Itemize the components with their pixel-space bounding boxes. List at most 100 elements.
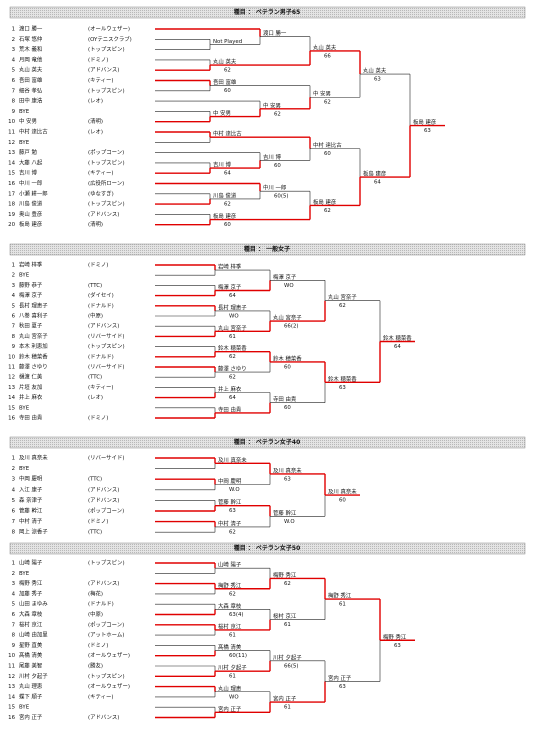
match-score: 61 (284, 705, 291, 711)
entry-name: 吉川 博 (19, 169, 37, 177)
match-winner: 宮内 正子 (273, 695, 297, 703)
entry-club: (トップスピン) (88, 343, 125, 350)
entry-name: 渡口 勝一 (19, 25, 43, 33)
entry-number: 2 (12, 571, 15, 577)
entry-number: 5 (12, 498, 15, 504)
match-winner: 鈴木 穂菜香 (328, 375, 357, 383)
entry-name: 蝶下 順子 (19, 692, 43, 700)
entry-name: 大藤 八起 (19, 158, 43, 166)
entry-name: 梅澤 京子 (19, 291, 43, 299)
entry-number: 2 (12, 273, 15, 279)
entry-club: (アドバンス) (88, 211, 119, 218)
entry-name: BYE (19, 405, 30, 411)
match-winner: 梅野 秀江 (273, 571, 297, 579)
entry-club: (ポップコーン) (88, 507, 124, 515)
match-winner: 桜村 京江 (273, 612, 297, 620)
entry-club: (トップスピン) (88, 87, 125, 94)
entry-club: (清明) (88, 220, 103, 228)
entry-name: 吾田 富雄 (19, 76, 43, 84)
match-winner: 川村 夕起子 (218, 664, 247, 672)
entry-number: 5 (12, 602, 15, 608)
entry-club: (ドミノ) (88, 263, 108, 269)
entry-name: 山田 まゆみ (19, 600, 48, 608)
match-score: 64 (374, 180, 381, 186)
match-winner: 及川 真奈未 (328, 488, 357, 496)
entry-number: 8 (12, 334, 16, 340)
entry-number: 12 (8, 140, 15, 146)
match-score: 61 (229, 632, 236, 638)
entry-club: (ドミノ) (88, 643, 108, 649)
entry-name: 丸山 宮奈子 (19, 332, 48, 340)
match-winner: 丸山 英夫 (313, 43, 337, 51)
entry-number: 6 (12, 78, 16, 84)
entry-club: (ドナルド) (88, 302, 114, 309)
match-score: 66 (324, 53, 331, 59)
entry-number: 6 (12, 612, 16, 618)
section-header-bar (9, 6, 526, 19)
match-winner: 丸山 宮奈子 (273, 314, 302, 322)
entry-name: 星野 直美 (19, 641, 43, 649)
match-winner: 中岡 慶明 (218, 477, 241, 485)
entry-club: (トップスピン) (88, 201, 125, 208)
entry-number: 4 (12, 57, 16, 63)
entry-club: (キティー) (88, 77, 113, 84)
entry-club: (ポップコーン) (88, 620, 124, 628)
match-winner: 宮内 正子 (328, 674, 352, 682)
entry-club: (トップスピン) (88, 673, 125, 680)
match-winner: 中村 清子 (218, 519, 242, 527)
match-winner: 梅野 秀江 (383, 633, 407, 641)
match-score: 64 (229, 395, 236, 401)
entry-number: 3 (12, 581, 15, 587)
entry-name: BYE (19, 140, 30, 146)
match-score: 61 (229, 674, 236, 680)
match-winner: 板島 建彦 (213, 212, 237, 220)
entry-name: 鈴木 穂菜香 (19, 352, 48, 360)
match-score: 63 (339, 385, 346, 391)
entry-club: (リバーサイド) (88, 333, 124, 340)
entry-number: 4 (12, 293, 16, 299)
match-score: 60(5) (274, 194, 289, 200)
entry-club: (ドナルド) (88, 353, 114, 360)
entry-name: 細谷 孝弘 (19, 86, 43, 94)
match-score: 64 (394, 344, 401, 350)
match-score: WO (229, 313, 239, 319)
entry-club: (トップスピン) (88, 560, 125, 567)
match-score: 60 (224, 88, 231, 94)
entry-name: 川村 夕起子 (19, 672, 48, 680)
section-header-bar (9, 243, 526, 256)
match-score: 62 (324, 208, 331, 214)
entry-number: 11 (8, 664, 15, 670)
entry-number: 3 (12, 47, 15, 53)
entry-number: 4 (12, 591, 16, 597)
entry-club: (清明) (88, 117, 103, 125)
entry-name: 石塚 悠仲 (19, 35, 43, 43)
match-score: 63 (424, 128, 431, 134)
match-score: 60(11) (229, 653, 247, 659)
match-winner: 吉川 博 (213, 161, 231, 169)
entry-club: (オールウェザー) (88, 25, 130, 33)
match-winner: 菅藤 幹江 (273, 509, 297, 517)
match-winner: 丸山 宮奈子 (218, 324, 247, 332)
entry-number: 8 (12, 99, 16, 105)
entry-club: (レオ) (88, 394, 103, 401)
match-score: W.O (229, 487, 240, 493)
entry-club: (TTC) (88, 477, 102, 483)
entry-number: 8 (12, 633, 16, 639)
entry-number: 12 (8, 375, 15, 381)
entry-club: (TTC) (88, 375, 102, 381)
entry-name: 山崎 陽子 (19, 559, 43, 567)
entry-number: 10 (8, 119, 15, 125)
entry-club: (アドバンス) (88, 486, 119, 493)
entry-name: 小瀬 耕一郎 (19, 189, 48, 197)
entry-name: 月岡 竜他 (19, 55, 43, 63)
entry-club: (リバーサイド) (88, 364, 124, 371)
match-score: 66(2) (284, 324, 299, 330)
match-score: 66(5) (284, 663, 299, 669)
section-header: 種目 ： ベテラン男子65 (234, 8, 301, 16)
entry-number: 5 (12, 303, 15, 309)
entry-name: 丸山 理恵 (19, 682, 43, 690)
entry-number: 14 (8, 694, 15, 700)
match-winner: 中川 一郎 (263, 184, 286, 192)
match-score: 64 (224, 171, 231, 177)
entry-name: 岩崎 梓季 (19, 261, 43, 269)
